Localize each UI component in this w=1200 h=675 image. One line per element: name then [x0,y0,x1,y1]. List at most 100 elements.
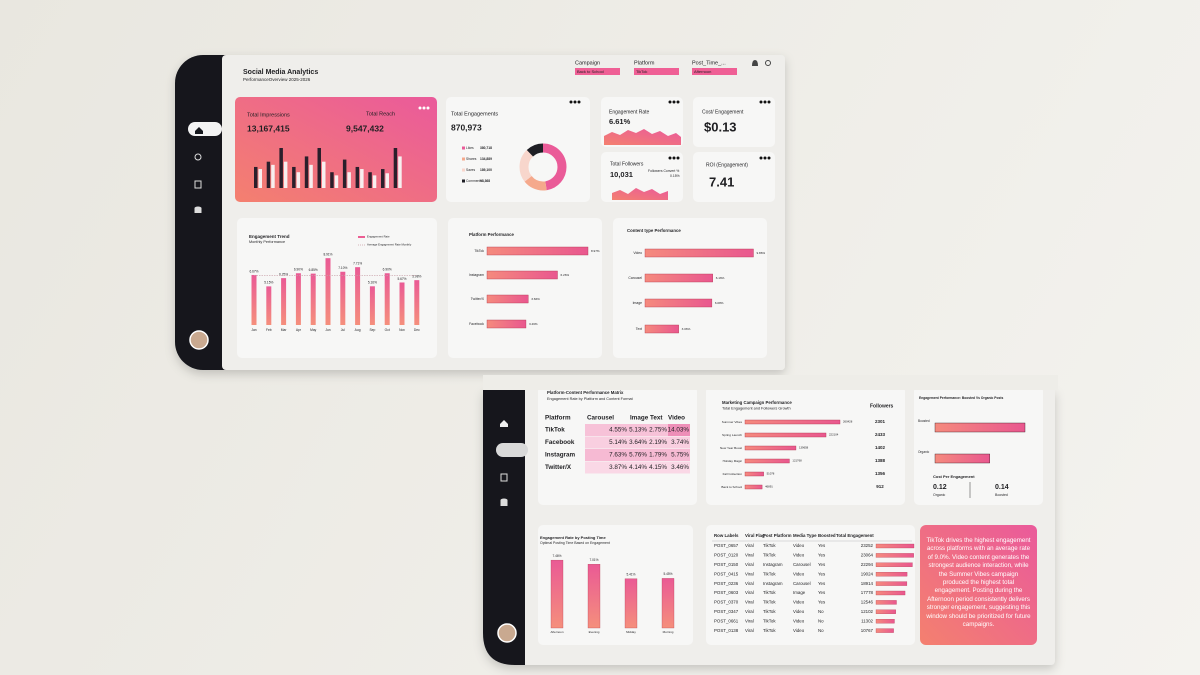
y-tick-label: Instagram [469,273,484,277]
column-header: Boosted [818,533,836,538]
column-header: Media Type [793,533,817,538]
table-cell: POST_0661 [714,618,739,623]
kpi-value: 10,031 [610,170,633,179]
followers-value: 1402 [875,445,886,450]
nav-home[interactable] [188,122,222,136]
more-menu[interactable] [577,100,581,104]
bar [330,172,334,188]
card [693,97,775,147]
followers-value: 912 [876,484,884,489]
more-menu[interactable] [767,156,771,160]
bar-label: 5.15% [264,281,273,285]
more-menu[interactable] [418,106,422,110]
more-menu[interactable] [763,156,767,160]
more-menu[interactable] [426,106,430,110]
data-bar [875,581,908,586]
followers-value: 1356 [875,471,886,476]
followers-value: 1388 [875,458,886,463]
more-menu[interactable] [759,156,763,160]
more-menu[interactable] [676,156,680,160]
bar [372,175,377,188]
avatar[interactable] [189,330,209,350]
kpi-value: 7.41 [709,174,734,189]
column-header: Image [630,415,649,422]
table-cell: POST_0150 [714,562,739,567]
more-menu[interactable] [668,100,672,104]
bar-label: 5.16% [368,281,377,285]
y-tick-label: Image [633,301,643,305]
table-cell: TikTok [763,618,776,623]
bar [368,172,372,188]
table-cell: 14.03% [668,427,690,434]
x-tick-label: Evening [589,630,600,634]
more-menu[interactable] [676,100,680,104]
bar [644,324,679,334]
table-cell: POST_0603 [714,590,739,595]
sparkline [612,188,668,200]
bar [744,471,764,477]
data-bar [875,590,906,596]
table-cell: Carousel [793,562,811,567]
heat-row [585,449,690,461]
legend-swatch [462,168,465,172]
filter-value: Back to School [577,69,604,74]
avatar[interactable] [497,623,517,643]
more-menu[interactable] [763,100,767,104]
more-menu[interactable] [767,100,771,104]
x-tick-label: Jul [341,328,345,332]
heat-row [585,436,690,449]
bar [744,445,797,451]
sparkline [604,129,681,145]
donut-segment [519,143,567,191]
bar [384,273,390,325]
table-cell: Viral [745,600,754,605]
bar [385,173,389,188]
nav-network[interactable] [496,443,528,457]
table-cell: No [818,609,824,614]
nav-report[interactable] [194,180,202,189]
table-cell: No [818,628,824,633]
bar [744,419,841,425]
filter-pill[interactable] [575,68,620,75]
bar [934,422,1026,433]
table-cell: 3.64% [629,439,647,446]
kpi-value: 13,167,415 [247,123,290,133]
more-menu[interactable] [672,100,676,104]
more-menu[interactable] [759,100,763,104]
bar-label: 260428 [843,420,853,424]
bar [281,278,287,325]
bar-label: 6.16% [716,276,725,280]
table-cell: 4.15% [649,464,667,471]
nav-report[interactable] [500,473,508,482]
more-menu[interactable] [672,156,676,160]
kpi-label: ROI (Engagement) [706,162,748,168]
bar-label: 6.26% [560,273,569,277]
table-cell: Yes [818,590,826,595]
y-tick-label: Spring Launch [722,433,742,437]
more-menu[interactable] [573,100,577,104]
more-menu[interactable] [422,106,426,110]
table-cell: TikTok [763,609,776,614]
y-tick-label: Twitter/X [471,297,485,301]
bar [486,246,589,256]
settings-icon[interactable] [765,60,771,66]
y-tick-label: Organic [918,450,930,454]
bar [644,273,713,283]
table-cell: 11302 [861,618,873,623]
row-header: Facebook [545,439,575,446]
filter-pill[interactable] [692,68,737,75]
bar-label: 5.41% [626,573,635,577]
table-cell: 12102 [861,609,874,614]
more-menu[interactable] [569,100,573,104]
filter-pill[interactable] [634,68,679,75]
table-cell: POST_0415 [714,571,739,576]
data-bar [875,562,913,567]
column-header: Row Labels [714,533,739,538]
bar [644,248,754,258]
bell-icon[interactable] [752,60,758,66]
nav-network[interactable] [194,153,202,161]
more-menu[interactable] [668,156,672,160]
bar [381,169,385,188]
x-tick-label: Dec [414,328,420,332]
nav-home[interactable] [500,420,508,427]
